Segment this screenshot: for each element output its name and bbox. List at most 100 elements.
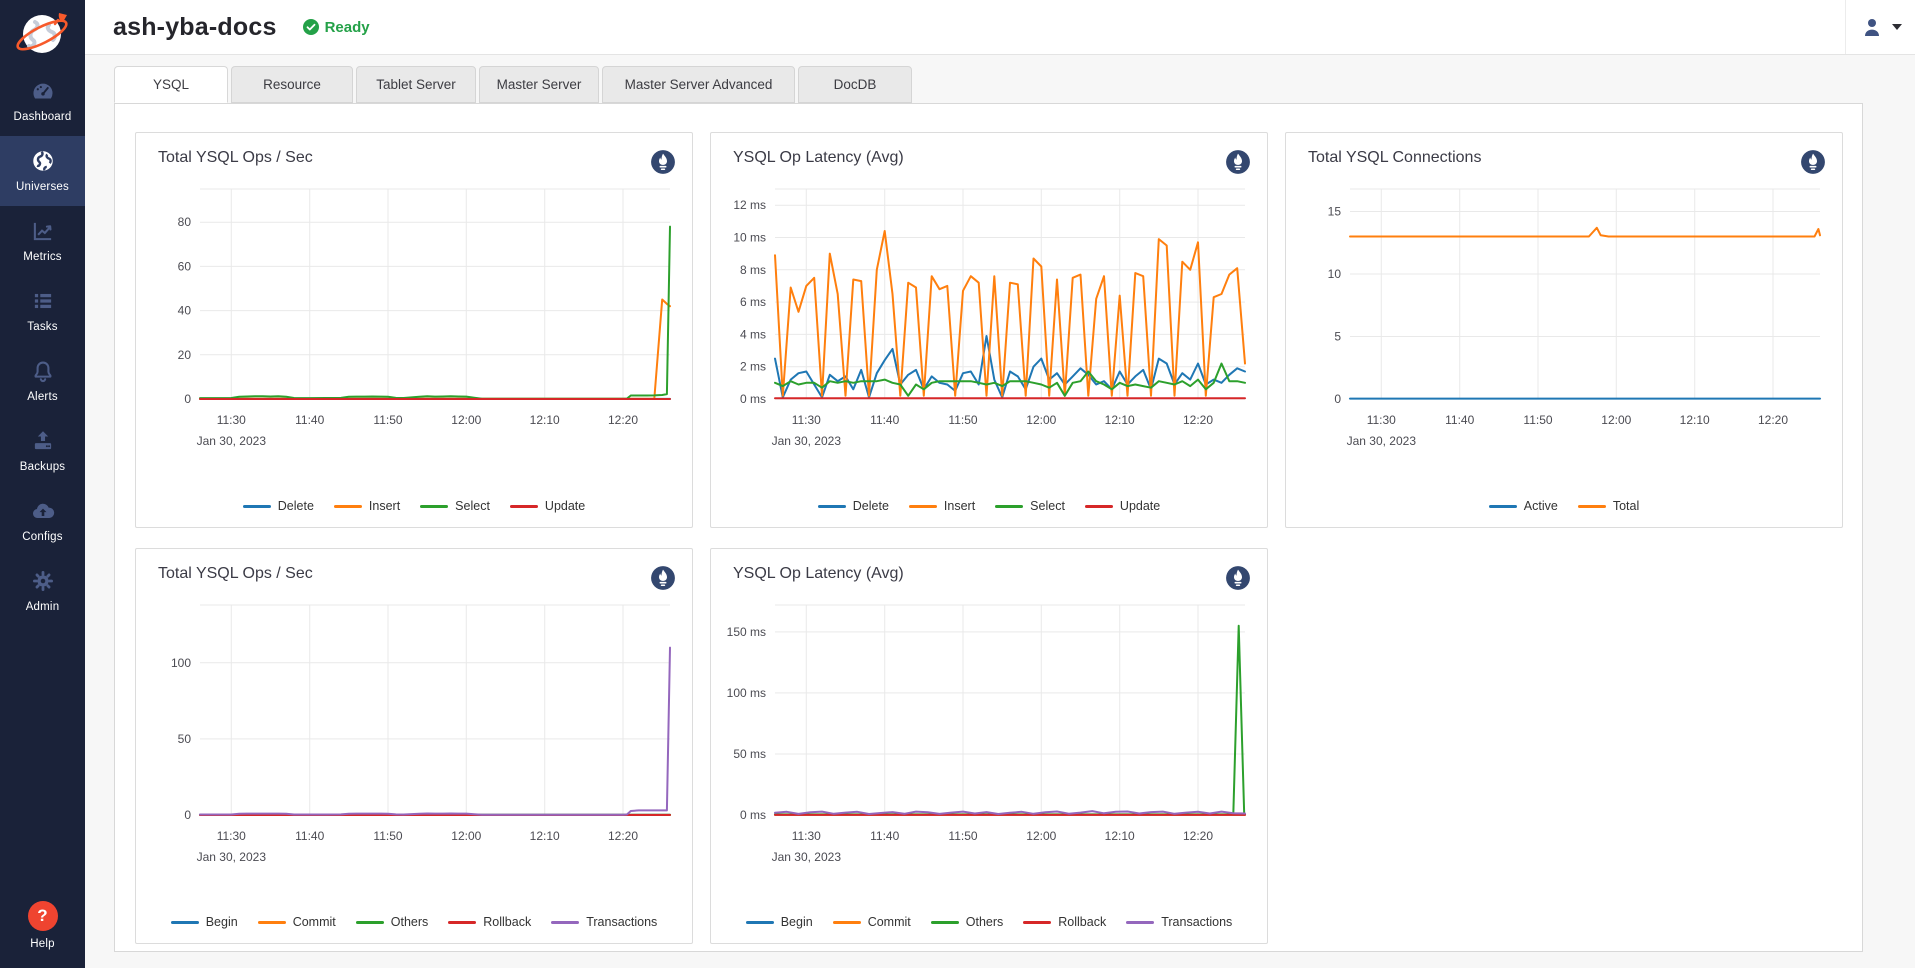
sidebar-item-configs[interactable]: Configs xyxy=(0,486,85,556)
svg-text:0: 0 xyxy=(1334,392,1341,406)
tab-master-server-advanced[interactable]: Master Server Advanced xyxy=(602,66,795,103)
legend-label: Active xyxy=(1524,499,1558,513)
legend-item-delete[interactable]: Delete xyxy=(818,499,889,513)
legend-label: Transactions xyxy=(586,915,657,929)
chart-header: Total YSQL Ops / Sec xyxy=(136,133,692,175)
svg-text:11:50: 11:50 xyxy=(373,413,402,427)
legend-swatch xyxy=(1126,921,1154,924)
legend-label: Insert xyxy=(944,499,975,513)
tab-resource[interactable]: Resource xyxy=(231,66,353,103)
prometheus-icon[interactable] xyxy=(650,565,676,591)
legend-item-total[interactable]: Total xyxy=(1578,499,1639,513)
legend-item-begin[interactable]: Begin xyxy=(746,915,813,929)
sidebar-item-admin[interactable]: Admin xyxy=(0,556,85,626)
svg-text:15: 15 xyxy=(1328,205,1342,219)
tab-tablet-server[interactable]: Tablet Server xyxy=(356,66,476,103)
chart-header: Total YSQL Connections xyxy=(1286,133,1842,175)
svg-text:12:10: 12:10 xyxy=(1680,413,1710,427)
svg-text:11:40: 11:40 xyxy=(870,829,899,843)
svg-text:11:50: 11:50 xyxy=(373,829,402,843)
legend-label: Rollback xyxy=(1058,915,1106,929)
svg-text:11:30: 11:30 xyxy=(792,829,821,843)
user-menu[interactable] xyxy=(1845,0,1915,54)
sidebar-item-dashboard[interactable]: Dashboard xyxy=(0,66,85,136)
prometheus-icon[interactable] xyxy=(1225,565,1251,591)
svg-text:2 ms: 2 ms xyxy=(740,360,766,374)
svg-text:0: 0 xyxy=(184,808,191,822)
chart-title: YSQL Op Latency (Avg) xyxy=(733,565,904,583)
svg-text:Jan 30, 2023: Jan 30, 2023 xyxy=(1347,434,1417,448)
svg-text:80: 80 xyxy=(178,215,192,229)
chart-legend: Begin Commit Others Rollback Transactions xyxy=(711,915,1267,943)
help-question-icon: ? xyxy=(28,901,58,931)
configs-cloud-icon xyxy=(30,498,56,524)
prometheus-icon[interactable] xyxy=(1800,149,1826,175)
svg-text:Jan 30, 2023: Jan 30, 2023 xyxy=(197,850,267,864)
legend-swatch xyxy=(551,921,579,924)
legend-item-select[interactable]: Select xyxy=(420,499,490,513)
legend-swatch xyxy=(995,505,1023,508)
svg-text:11:30: 11:30 xyxy=(217,829,246,843)
chart-card-ysql-op-latency-2: YSQL Op Latency (Avg)0 ms50 ms100 ms150 … xyxy=(710,548,1268,944)
sidebar-item-metrics[interactable]: Metrics xyxy=(0,206,85,276)
svg-text:12:10: 12:10 xyxy=(1105,413,1135,427)
chart-title: Total YSQL Ops / Sec xyxy=(158,149,313,167)
svg-text:50: 50 xyxy=(178,732,192,746)
svg-text:12:00: 12:00 xyxy=(1601,413,1631,427)
chart-legend: Delete Insert Select Update xyxy=(136,499,692,527)
legend-item-rollback[interactable]: Rollback xyxy=(448,915,531,929)
legend-item-insert[interactable]: Insert xyxy=(909,499,975,513)
chart-title: Total YSQL Ops / Sec xyxy=(158,565,313,583)
legend-item-transactions[interactable]: Transactions xyxy=(1126,915,1232,929)
svg-text:12:10: 12:10 xyxy=(530,829,560,843)
legend-item-rollback[interactable]: Rollback xyxy=(1023,915,1106,929)
sidebar-item-backups[interactable]: Backups xyxy=(0,416,85,486)
tasks-list-icon xyxy=(30,288,56,314)
legend-item-transactions[interactable]: Transactions xyxy=(551,915,657,929)
sidebar-item-alerts[interactable]: Alerts xyxy=(0,346,85,416)
legend-item-others[interactable]: Others xyxy=(931,915,1004,929)
legend-label: Select xyxy=(455,499,490,513)
legend-swatch xyxy=(1489,505,1517,508)
legend-item-commit[interactable]: Commit xyxy=(833,915,911,929)
legend-item-update[interactable]: Update xyxy=(510,499,585,513)
legend-item-delete[interactable]: Delete xyxy=(243,499,314,513)
chart-header: Total YSQL Ops / Sec xyxy=(136,549,692,591)
chart-plot: 0 ms2 ms4 ms6 ms8 ms10 ms12 ms11:3011:40… xyxy=(723,177,1257,457)
svg-text:100: 100 xyxy=(171,656,191,670)
legend-item-others[interactable]: Others xyxy=(356,915,429,929)
prometheus-icon[interactable] xyxy=(1225,149,1251,175)
svg-text:40: 40 xyxy=(178,304,192,318)
svg-text:150 ms: 150 ms xyxy=(727,625,766,639)
sidebar-item-universes[interactable]: Universes xyxy=(0,136,85,206)
svg-text:11:30: 11:30 xyxy=(1367,413,1396,427)
chart-card-total-ysql-ops-1: Total YSQL Ops / Sec02040608011:3011:401… xyxy=(135,132,693,528)
legend-label: Select xyxy=(1030,499,1065,513)
chart-legend: Begin Commit Others Rollback Transactions xyxy=(136,915,692,943)
alerts-bell-icon xyxy=(30,358,56,384)
legend-swatch xyxy=(510,505,538,508)
svg-text:12:00: 12:00 xyxy=(451,829,481,843)
legend-item-commit[interactable]: Commit xyxy=(258,915,336,929)
legend-item-update[interactable]: Update xyxy=(1085,499,1160,513)
legend-item-insert[interactable]: Insert xyxy=(334,499,400,513)
legend-label: Delete xyxy=(278,499,314,513)
tab-docdb[interactable]: DocDB xyxy=(798,66,912,103)
status-text: Ready xyxy=(325,19,370,36)
ready-check-icon xyxy=(303,19,319,35)
legend-label: Insert xyxy=(369,499,400,513)
legend-item-active[interactable]: Active xyxy=(1489,499,1558,513)
tab-ysql[interactable]: YSQL xyxy=(114,66,228,103)
sidebar-item-help[interactable]: ? Help xyxy=(0,889,85,968)
sidebar-item-tasks[interactable]: Tasks xyxy=(0,276,85,346)
legend-item-select[interactable]: Select xyxy=(995,499,1065,513)
svg-text:12:00: 12:00 xyxy=(1026,829,1056,843)
sidebar-item-label: Metrics xyxy=(23,251,61,263)
prometheus-icon[interactable] xyxy=(650,149,676,175)
legend-item-begin[interactable]: Begin xyxy=(171,915,238,929)
tab-master-server[interactable]: Master Server xyxy=(479,66,599,103)
app-logo[interactable] xyxy=(0,0,85,66)
svg-text:11:30: 11:30 xyxy=(217,413,246,427)
chart-plot: 05101511:3011:4011:5012:0012:1012:20Jan … xyxy=(1298,177,1832,457)
sidebar: Dashboard Universes Metrics Tasks Alerts xyxy=(0,0,85,968)
